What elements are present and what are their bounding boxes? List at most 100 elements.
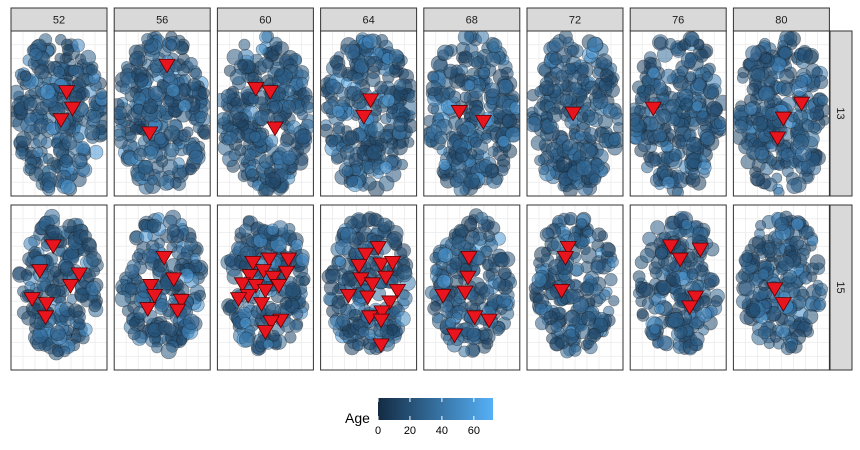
data-point <box>396 290 413 307</box>
data-point <box>809 106 825 121</box>
data-point <box>332 121 345 135</box>
data-point <box>386 231 403 248</box>
data-point <box>596 53 613 70</box>
data-point <box>114 105 127 121</box>
data-point <box>264 172 282 189</box>
data-point <box>543 310 558 325</box>
highlight-marker <box>372 338 390 354</box>
data-point <box>784 315 795 327</box>
data-point <box>85 280 101 297</box>
data-point <box>238 38 251 51</box>
data-point <box>190 67 203 80</box>
data-point <box>185 163 197 176</box>
data-point <box>745 45 762 62</box>
data-point <box>751 68 766 83</box>
highlight-marker <box>172 293 191 309</box>
highlight-marker <box>260 252 278 268</box>
highlight-marker <box>37 297 56 312</box>
data-point <box>279 296 293 310</box>
data-point <box>634 104 646 117</box>
data-point <box>166 241 178 253</box>
data-point <box>795 75 808 88</box>
data-point <box>143 99 158 114</box>
data-point <box>714 116 727 129</box>
data-point <box>667 311 684 328</box>
data-point <box>758 85 775 103</box>
data-point <box>792 295 807 310</box>
data-point <box>226 48 244 66</box>
highlight-marker <box>247 81 265 97</box>
data-point <box>40 136 53 149</box>
data-point <box>84 124 101 141</box>
row-strip-15: 15 <box>829 204 853 371</box>
data-point <box>187 77 202 92</box>
data-point <box>39 84 56 100</box>
data-point <box>492 277 507 291</box>
data-point <box>388 48 404 64</box>
data-point <box>247 93 259 105</box>
data-point <box>334 255 346 267</box>
data-point <box>325 268 341 284</box>
data-point <box>471 56 484 69</box>
data-point <box>32 146 44 158</box>
data-point <box>139 229 153 243</box>
data-point <box>501 112 518 129</box>
data-point <box>365 72 381 88</box>
data-point <box>340 77 352 89</box>
data-point <box>73 318 86 331</box>
data-point <box>581 310 597 326</box>
highlight-marker <box>165 272 183 288</box>
data-point <box>509 101 520 115</box>
data-point <box>555 69 568 82</box>
data-point <box>267 329 280 342</box>
data-point <box>258 154 274 169</box>
panel-border <box>423 30 521 197</box>
data-point <box>656 279 672 295</box>
data-point <box>482 269 496 282</box>
data-point <box>160 342 177 360</box>
point-cloud <box>527 31 623 196</box>
data-point <box>704 272 720 288</box>
data-point <box>806 271 818 283</box>
highlight-marker <box>145 288 164 304</box>
data-point <box>403 118 417 134</box>
data-point <box>546 332 558 345</box>
data-point <box>754 146 769 161</box>
data-point <box>642 297 654 310</box>
data-point <box>556 156 572 173</box>
data-point <box>680 52 697 68</box>
data-point <box>344 43 361 60</box>
panel-15-52 <box>10 204 108 371</box>
data-point <box>584 80 599 95</box>
highlight-marker <box>355 110 373 125</box>
data-point <box>575 218 588 230</box>
panel-13-80 <box>732 30 830 197</box>
data-point <box>689 331 705 347</box>
data-point <box>757 325 772 340</box>
data-point <box>784 341 797 354</box>
data-point <box>648 261 662 275</box>
column-strip-label: 76 <box>672 15 684 27</box>
highlight-marker <box>23 292 41 308</box>
column-strip-label: 60 <box>259 15 271 27</box>
data-point <box>561 140 573 152</box>
data-point <box>454 147 470 163</box>
data-point <box>609 106 623 120</box>
data-point <box>238 223 253 237</box>
data-point <box>652 128 667 143</box>
data-point <box>681 219 692 230</box>
data-point <box>46 284 61 299</box>
highlight-marker <box>456 285 474 301</box>
data-point <box>147 218 162 233</box>
data-point <box>686 268 699 280</box>
highlight-marker <box>252 297 271 312</box>
data-point <box>243 148 257 162</box>
data-point <box>655 108 671 125</box>
data-point <box>114 290 132 308</box>
data-point <box>752 115 769 132</box>
data-point <box>339 226 357 244</box>
data-point <box>458 50 473 64</box>
data-point <box>566 45 578 56</box>
data-point <box>19 70 32 82</box>
highlight-marker <box>644 101 662 117</box>
